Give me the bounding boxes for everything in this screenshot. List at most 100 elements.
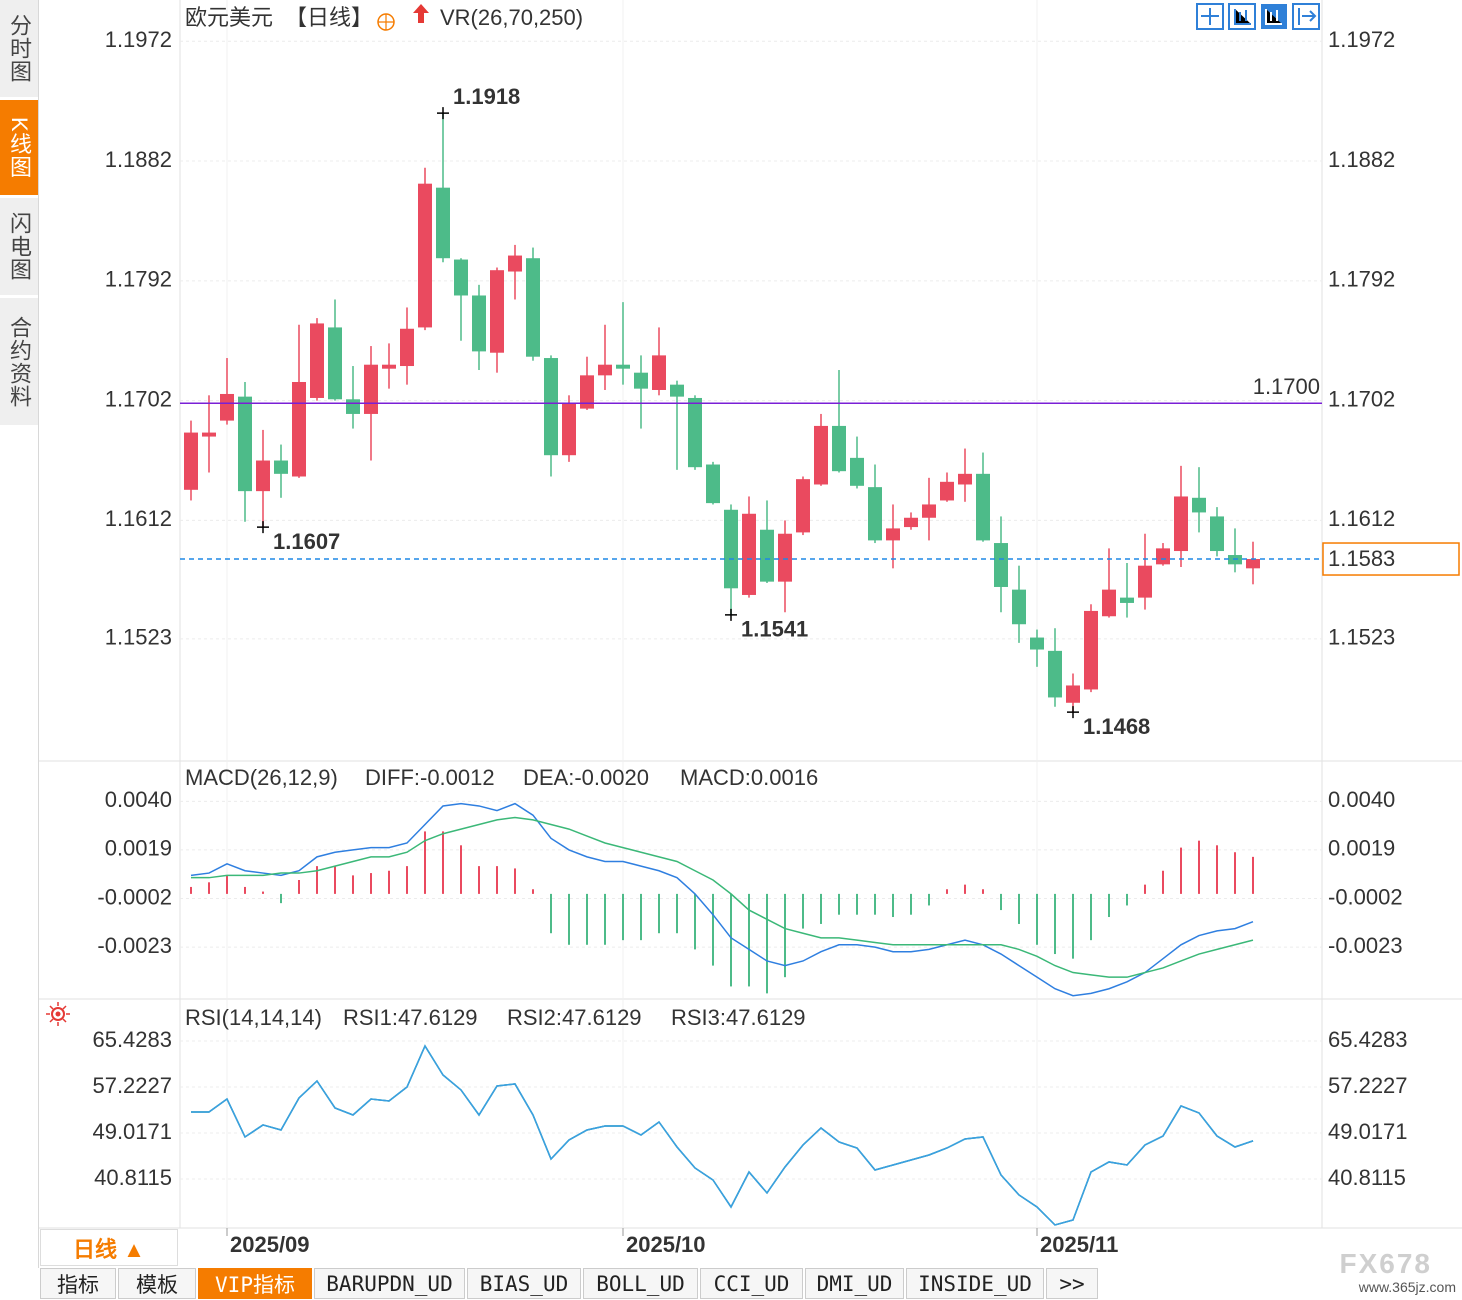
- y-tick-label: 1.1972: [105, 27, 172, 52]
- y-tick-label: 1.1882: [105, 147, 172, 172]
- sidebar-tab[interactable]: K线图: [0, 100, 38, 198]
- candle-body: [796, 479, 810, 533]
- candle-body: [1156, 548, 1170, 565]
- y-tick-label: 57.2227: [92, 1073, 172, 1098]
- candle-body: [652, 355, 666, 390]
- tab[interactable]: 模板: [118, 1268, 196, 1299]
- tab[interactable]: INSIDE_UD: [906, 1268, 1044, 1299]
- candle-body: [436, 187, 450, 259]
- tab[interactable]: BOLL_UD: [583, 1268, 698, 1299]
- panel-title: MACD(26,12,9): [185, 765, 338, 790]
- candle-body: [940, 481, 954, 501]
- tab[interactable]: VIP指标: [198, 1268, 312, 1299]
- candle-body: [922, 504, 936, 518]
- extreme-label: 1.1468: [1083, 714, 1150, 739]
- indicator-line: [191, 1044, 1254, 1226]
- chart: 1.1523 1.1523 1.1612 1.1612 1.1702 1.1702 1.17…: [39, 0, 1462, 1257]
- rsi-icon[interactable]: [46, 1002, 70, 1026]
- candle-body: [760, 529, 774, 582]
- y-tick-label: 1.1792: [105, 267, 172, 292]
- extreme-label: 1.1607: [273, 529, 340, 554]
- indicator-line: [191, 1044, 1254, 1226]
- indicator-line: [191, 1044, 1254, 1226]
- y2-tick-label: 1.1972: [1328, 27, 1395, 52]
- candle-body: [742, 513, 756, 595]
- candle-body: [292, 381, 306, 477]
- tab[interactable]: DMI_UD: [805, 1268, 904, 1299]
- y2-tick-label: 57.2227: [1328, 1073, 1408, 1098]
- candle-body: [1120, 597, 1134, 603]
- y-tick-label: -0.0023: [97, 933, 172, 958]
- candle-body: [850, 457, 864, 486]
- indicator-line: [191, 816, 1254, 978]
- candle-body: [706, 464, 720, 504]
- frame: [39, 0, 1462, 1229]
- sidebar-tab[interactable]: 分时图: [0, 0, 38, 100]
- extreme-marker: [437, 107, 449, 120]
- candle-body: [1030, 637, 1044, 650]
- chart-title: 欧元美元: [185, 5, 273, 30]
- candle-body: [670, 384, 684, 397]
- y2-tick-label: 1.1792: [1328, 267, 1395, 292]
- indicator-line: [190, 802, 1254, 997]
- last-price-label: 1.1583: [1328, 546, 1395, 571]
- candle-body: [634, 372, 648, 389]
- candle-body: [868, 487, 882, 541]
- sidebar-tab[interactable]: 合约资料: [0, 298, 38, 428]
- candle-body: [994, 543, 1008, 587]
- y-tick-label: 1.1523: [105, 625, 172, 650]
- candle-body: [1012, 589, 1026, 625]
- extreme-marker: [257, 521, 269, 534]
- candle-body: [562, 403, 576, 456]
- candle-body: [508, 255, 522, 272]
- header-icons: [377, 4, 429, 31]
- tab[interactable]: CCI_UD: [700, 1268, 803, 1299]
- toolbar[interactable]: [1196, 3, 1320, 30]
- candle-body: [580, 375, 594, 409]
- candle-body: [310, 323, 324, 398]
- candle-body: [1084, 610, 1098, 690]
- extreme-label: 1.1541: [741, 617, 808, 642]
- legend-label: RSI2:47.6129: [507, 1005, 642, 1030]
- y-tick-label: 0.0040: [105, 787, 172, 812]
- y2-tick-label: -0.0002: [1328, 884, 1403, 909]
- y-tick-label: 65.4283: [92, 1027, 172, 1052]
- x-tick-label: 2025/09: [230, 1232, 310, 1257]
- y-tick-label: 40.8115: [94, 1165, 172, 1190]
- candle-body: [1174, 496, 1188, 552]
- y2-tick-label: 40.8115: [1328, 1165, 1406, 1190]
- y2-tick-label: 1.1882: [1328, 147, 1395, 172]
- candle-body: [1246, 559, 1260, 569]
- candle-body: [598, 364, 612, 376]
- candle-body: [418, 183, 432, 328]
- candle-body: [274, 460, 288, 474]
- tab[interactable]: >>: [1046, 1268, 1098, 1299]
- y2-tick-label: 0.0040: [1328, 787, 1395, 812]
- period-label: 【日线】: [285, 5, 373, 30]
- tab[interactable]: 指标: [40, 1268, 116, 1299]
- legend-label: MACD:0.0016: [680, 765, 818, 790]
- candle-body: [346, 399, 360, 414]
- candle-body: [202, 432, 216, 437]
- legend-label: DEA:-0.0020: [523, 765, 649, 790]
- y2-tick-label: 49.0171: [1328, 1119, 1408, 1144]
- sidebar-tab[interactable]: 闪电图: [0, 198, 38, 298]
- y2-tick-label: 1.1523: [1328, 625, 1395, 650]
- y2-tick-label: 1.1612: [1328, 506, 1395, 531]
- y2-tick-label: 65.4283: [1328, 1027, 1408, 1052]
- candle-body: [886, 528, 900, 541]
- y-tick-label: 1.1702: [105, 386, 172, 411]
- period-button[interactable]: 日线 ▲: [40, 1229, 178, 1266]
- extreme-marker: [1067, 706, 1079, 719]
- legend-label: RSI1:47.6129: [343, 1005, 478, 1030]
- tab[interactable]: BIAS_UD: [467, 1268, 581, 1299]
- tab[interactable]: BARUPDN_UD: [314, 1268, 465, 1299]
- reference-label: 1.1700: [1253, 374, 1320, 399]
- y-tick-label: 1.1612: [105, 506, 172, 531]
- candle-body: [472, 295, 486, 352]
- candle-body: [616, 364, 630, 369]
- y2-tick-label: -0.0023: [1328, 933, 1403, 958]
- candle-body: [688, 397, 702, 468]
- legend-label: DIFF:-0.0012: [365, 765, 495, 790]
